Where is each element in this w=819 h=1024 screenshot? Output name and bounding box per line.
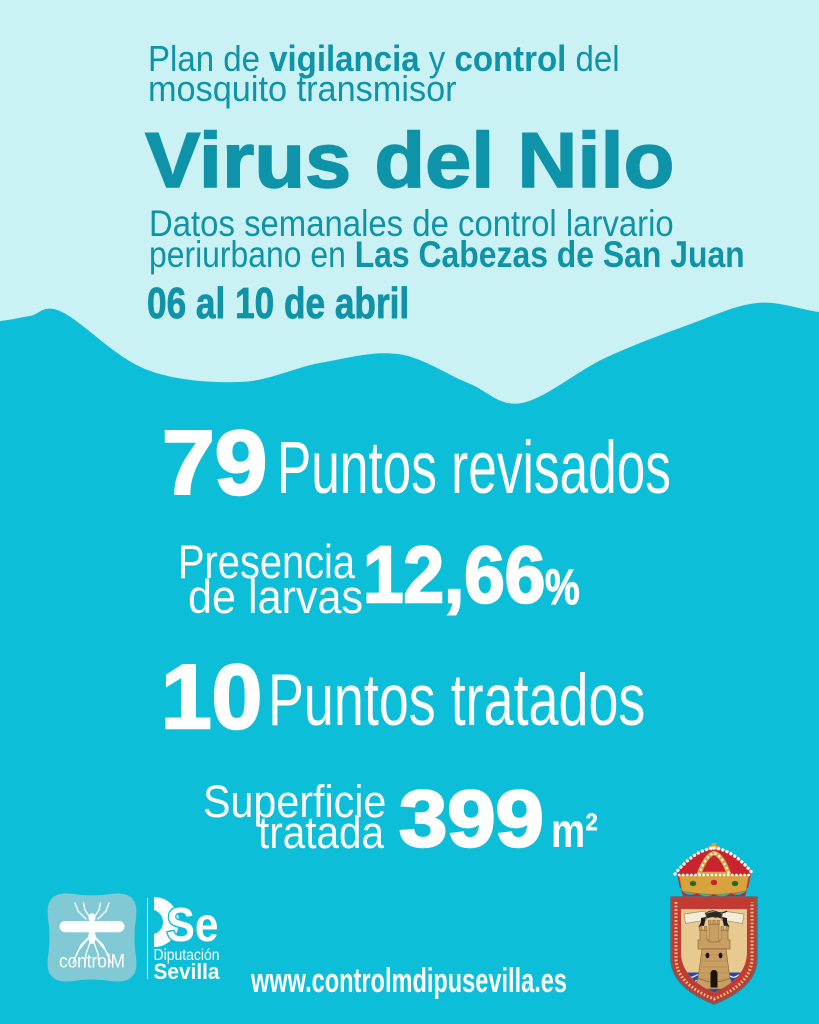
svg-text:controlM: controlM bbox=[59, 952, 125, 973]
svg-text:Diputación: Diputación bbox=[154, 947, 220, 964]
svg-text:Sevilla: Sevilla bbox=[154, 959, 221, 984]
svg-text:Se: Se bbox=[167, 899, 219, 952]
